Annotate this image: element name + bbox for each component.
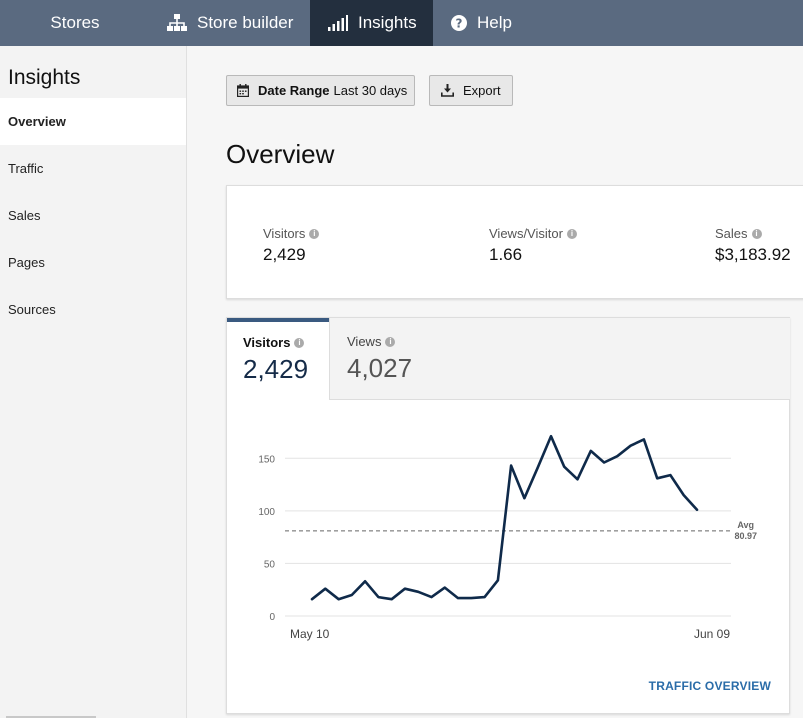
metric-visitors-label: Visitors: [263, 226, 306, 241]
svg-text:?: ?: [456, 17, 463, 31]
download-icon: [441, 84, 454, 97]
metric-views-per-visitor-label: Views/Visitor: [489, 226, 563, 241]
bar-chart-icon: [328, 15, 348, 31]
data-point[interactable]: [628, 443, 634, 449]
tab-views-label: Views: [347, 334, 382, 349]
data-point[interactable]: [455, 595, 461, 601]
data-point[interactable]: [428, 594, 434, 600]
export-label: Export: [463, 83, 501, 98]
data-point[interactable]: [415, 589, 421, 595]
data-point[interactable]: [349, 592, 355, 598]
x-axis-start-label: May 10: [290, 627, 330, 641]
average-value: 80.97: [734, 531, 757, 541]
visitors-series-line: [310, 434, 699, 601]
nav-insights-label: Insights: [358, 13, 417, 32]
metric-visitors: Visitors i 2,429: [263, 226, 320, 265]
sidebar-item-pages[interactable]: Pages: [0, 239, 186, 286]
y-tick-label: 0: [269, 612, 275, 623]
data-point[interactable]: [561, 464, 567, 470]
info-icon[interactable]: i: [309, 228, 320, 239]
average-label: Avg: [737, 520, 754, 530]
sidebar-item-label: Sources: [8, 302, 56, 317]
data-point[interactable]: [375, 594, 381, 600]
metric-views-per-visitor: Views/Visitor i 1.66: [489, 226, 577, 265]
sidebar-item-label: Pages: [8, 255, 45, 270]
traffic-overview-link[interactable]: TRAFFIC OVERVIEW: [648, 679, 771, 693]
summary-card: Visitors i 2,429 Views/Visitor i 1.66 Sale…: [226, 185, 803, 299]
nav-help-label: Help: [477, 13, 512, 32]
data-point[interactable]: [362, 578, 368, 584]
sidebar-item-sources[interactable]: Sources: [0, 286, 186, 333]
tab-views-value: 4,027: [347, 353, 413, 383]
calendar-icon: [237, 84, 249, 97]
date-range-button[interactable]: Date Range Last 30 days: [226, 75, 415, 106]
y-tick-label: 150: [258, 454, 275, 465]
tab-visitors[interactable]: Visitors i 2,429: [227, 318, 329, 400]
date-range-label: Date Range: [258, 83, 330, 98]
metric-sales: Sales i $3,183.92: [715, 226, 791, 265]
info-icon[interactable]: i: [294, 337, 305, 348]
sidebar-item-label: Overview: [8, 114, 66, 129]
data-point[interactable]: [601, 459, 607, 465]
sidebar: Insights Overview Traffic Sales Pages So…: [0, 46, 187, 718]
data-point[interactable]: [402, 586, 408, 592]
sidebar-item-label: Sales: [8, 208, 41, 223]
sidebar-item-sales[interactable]: Sales: [0, 192, 186, 239]
metric-visitors-value: 2,429: [263, 245, 306, 264]
nav-store-builder-label: Store builder: [197, 13, 294, 32]
data-point[interactable]: [468, 595, 474, 601]
data-point[interactable]: [575, 476, 581, 482]
data-point[interactable]: [495, 577, 501, 583]
data-point[interactable]: [508, 463, 514, 469]
page-title: Overview: [226, 139, 335, 169]
y-tick-label: 100: [258, 507, 275, 518]
data-point[interactable]: [521, 495, 527, 501]
y-tick-label: 50: [264, 559, 276, 570]
sidebar-item-overview[interactable]: Overview: [0, 98, 186, 145]
data-point[interactable]: [667, 472, 673, 478]
data-point[interactable]: [641, 436, 647, 442]
metric-views-per-visitor-value: 1.66: [489, 245, 523, 264]
info-icon[interactable]: i: [566, 228, 577, 239]
nav-help[interactable]: ? Help: [433, 0, 512, 46]
data-point[interactable]: [681, 492, 687, 498]
sitemap-icon: [167, 14, 187, 32]
visitors-line-chart: 0 50 100 150 Avg 80.97 May 10 Jun 09: [258, 433, 757, 641]
tab-visitors-value: 2,429: [243, 354, 309, 384]
help-circle-icon: ?: [451, 15, 467, 31]
data-point[interactable]: [588, 448, 594, 454]
export-button[interactable]: Export: [429, 75, 513, 106]
date-range-value: Last 30 days: [333, 83, 408, 98]
data-point[interactable]: [548, 433, 554, 439]
data-point[interactable]: [614, 453, 620, 459]
top-navigation: Stores Store builder Insights ? Help: [0, 0, 803, 46]
data-point[interactable]: [389, 596, 395, 602]
data-point[interactable]: [442, 585, 448, 591]
sidebar-item-label: Traffic: [8, 161, 44, 176]
data-point[interactable]: [336, 596, 342, 602]
x-axis-end-label: Jun 09: [694, 627, 730, 641]
data-point[interactable]: [482, 594, 488, 600]
sidebar-item-traffic[interactable]: Traffic: [0, 145, 186, 192]
data-point[interactable]: [535, 465, 541, 471]
nav-insights[interactable]: Insights: [310, 0, 433, 46]
data-point[interactable]: [694, 507, 700, 513]
sidebar-scrollbar[interactable]: [6, 716, 96, 718]
data-point[interactable]: [654, 475, 660, 481]
tab-visitors-label: Visitors: [243, 335, 291, 350]
data-point[interactable]: [322, 586, 328, 592]
data-point[interactable]: [309, 596, 315, 602]
traffic-chart-card: 0 50 100 150 Avg 80.97 May 10 Jun 09 Visito…: [226, 317, 790, 714]
info-icon[interactable]: i: [385, 336, 396, 347]
nav-store-builder[interactable]: Store builder: [150, 0, 310, 46]
nav-stores[interactable]: Stores: [0, 0, 150, 46]
tab-views[interactable]: Views i 4,027: [329, 318, 790, 400]
sidebar-title: Insights: [8, 66, 81, 89]
info-icon[interactable]: i: [751, 228, 762, 239]
nav-stores-label: Stores: [50, 13, 100, 32]
metric-sales-label: Sales: [715, 226, 748, 241]
metric-sales-value: $3,183.92: [715, 245, 791, 264]
